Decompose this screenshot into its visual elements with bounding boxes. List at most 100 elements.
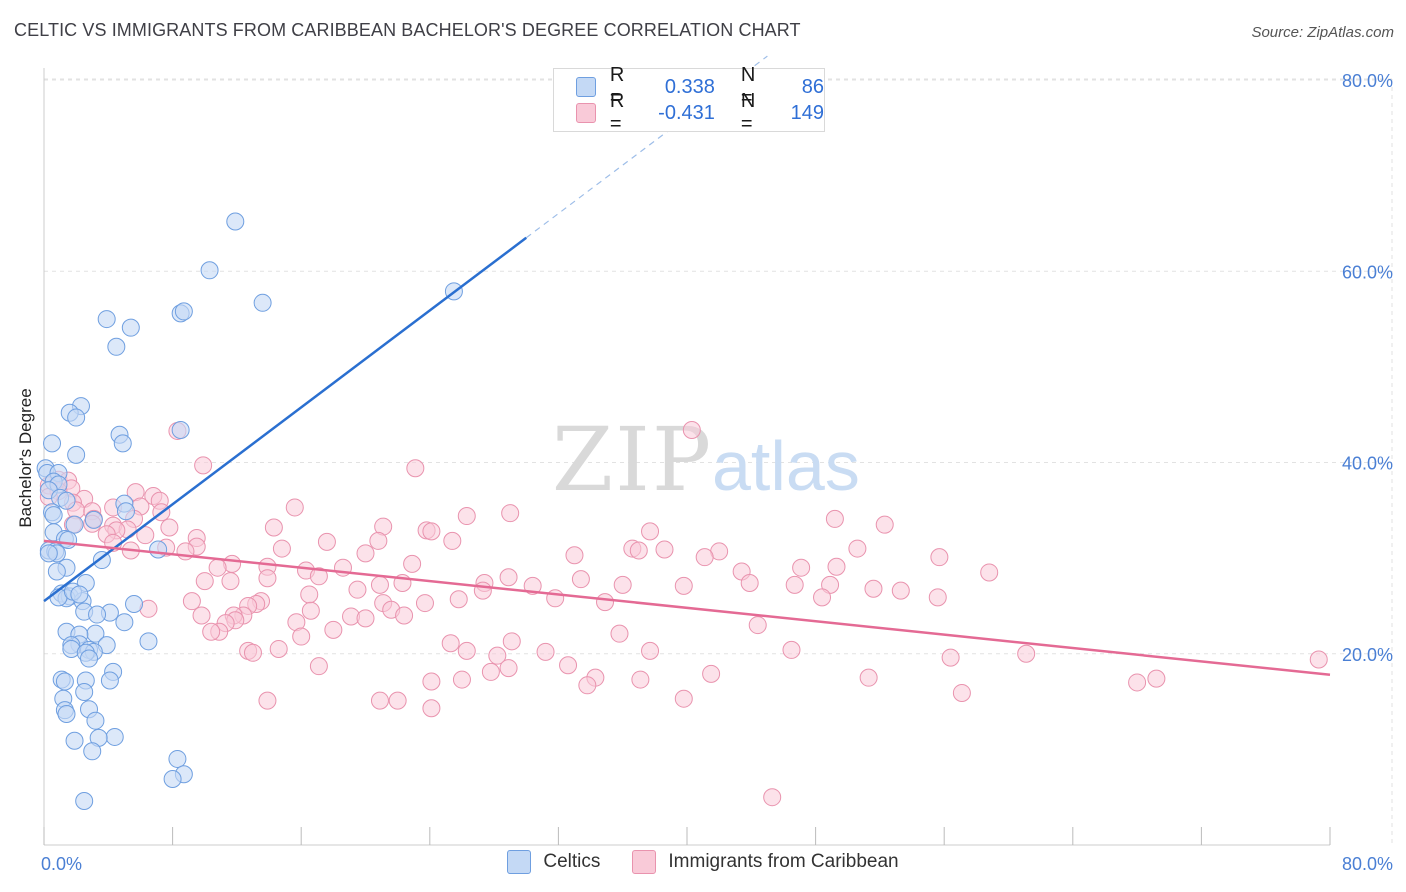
- caribbean-point: [136, 526, 155, 545]
- caribbean-point: [370, 691, 389, 710]
- celtics-point: [226, 212, 245, 231]
- caribbean-point: [221, 572, 240, 591]
- celtics-point: [163, 770, 182, 789]
- caribbean-point: [403, 554, 422, 573]
- celtics-point: [55, 672, 74, 691]
- n-label: N =: [740, 64, 756, 109]
- caribbean-point: [285, 498, 304, 517]
- caribbean-swatch: [576, 103, 596, 123]
- celtics-point: [75, 792, 94, 811]
- caribbean-trendline: [43, 539, 1331, 677]
- caribbean-point: [629, 541, 648, 560]
- caribbean-point: [202, 622, 221, 641]
- celtics-point: [84, 510, 103, 529]
- celtics-point: [80, 649, 99, 668]
- source-credit: Source: ZipAtlas.com: [1251, 24, 1394, 41]
- caribbean-point: [571, 570, 590, 589]
- caribbean-point: [891, 581, 910, 600]
- legend-label-caribbean: Immigrants from Caribbean: [668, 851, 899, 872]
- r-label: R =: [609, 90, 625, 135]
- caribbean-point: [578, 676, 597, 695]
- chart-title: CELTIC VS IMMIGRANTS FROM CARIBBEAN BACH…: [14, 20, 801, 40]
- caribbean-point: [194, 456, 213, 475]
- caribbean-point: [269, 639, 288, 658]
- y-tick-label: 20.0%: [1342, 645, 1393, 665]
- caribbean-point: [499, 568, 518, 587]
- celtics-point: [105, 727, 124, 746]
- celtics-points: [36, 212, 463, 811]
- caribbean-point: [930, 548, 949, 567]
- caribbean-point: [301, 601, 320, 620]
- caribbean-point: [324, 620, 343, 639]
- celtics-point: [65, 515, 84, 534]
- celtics-point: [57, 491, 76, 510]
- caribbean-point: [1128, 673, 1147, 692]
- caribbean-point: [565, 546, 584, 565]
- caribbean-point: [395, 606, 414, 625]
- celtics-point: [125, 595, 144, 614]
- celtics-point: [174, 302, 193, 321]
- caribbean-point: [182, 592, 201, 611]
- legend-label-celtics: Celtics: [543, 851, 601, 872]
- caribbean-point: [859, 668, 878, 687]
- caribbean-point: [631, 670, 650, 689]
- caribbean-point: [300, 585, 319, 604]
- legend-row-celtics: R = 0.338 N = 86: [576, 64, 824, 109]
- watermark-atlas: atlas: [712, 427, 860, 505]
- caribbean-point: [536, 642, 555, 661]
- celtics-point: [83, 742, 102, 761]
- caribbean-swatch: [632, 850, 657, 874]
- caribbean-point: [782, 640, 801, 659]
- caribbean-point: [356, 609, 375, 628]
- celtics-swatch: [507, 850, 532, 874]
- caribbean-point: [195, 572, 214, 591]
- caribbean-point: [763, 788, 782, 807]
- celtics-point: [139, 632, 158, 651]
- caribbean-point: [208, 558, 227, 577]
- caribbean-point: [928, 588, 947, 607]
- celtics-point: [168, 749, 187, 768]
- celtics-point: [86, 711, 105, 730]
- celtics-point: [116, 502, 135, 521]
- caribbean-point: [406, 459, 425, 478]
- y-tick-label: 40.0%: [1342, 454, 1393, 474]
- caribbean-point: [695, 548, 714, 567]
- caribbean-point: [825, 509, 844, 528]
- caribbean-point: [422, 522, 441, 541]
- caribbean-point: [499, 659, 518, 678]
- celtics-point: [88, 605, 107, 624]
- r-value: -0.431: [658, 101, 715, 124]
- caribbean-point: [613, 575, 632, 594]
- legend-item-celtics[interactable]: Celtics: [507, 850, 600, 874]
- caribbean-point: [309, 657, 328, 676]
- caribbean-point: [674, 689, 693, 708]
- caribbean-point: [1309, 650, 1328, 669]
- celtics-point: [107, 337, 126, 356]
- caribbean-point: [309, 567, 328, 586]
- celtics-point: [44, 506, 63, 525]
- caribbean-point: [501, 504, 520, 523]
- caribbean-point: [682, 420, 701, 439]
- celtics-point: [43, 434, 62, 453]
- celtics-point: [100, 671, 119, 690]
- caribbean-point: [848, 539, 867, 558]
- caribbean-point: [443, 531, 462, 550]
- caribbean-point: [748, 616, 767, 635]
- celtics-point: [65, 731, 84, 750]
- caribbean-point: [457, 641, 476, 660]
- celtics-trendline: [43, 236, 528, 603]
- caribbean-point: [415, 594, 434, 613]
- watermark: ZIP atlas: [552, 408, 860, 511]
- caribbean-point: [875, 515, 894, 534]
- caribbean-point: [610, 624, 629, 643]
- caribbean-point: [792, 558, 811, 577]
- caribbean-point: [264, 518, 283, 537]
- n-label: N =: [740, 90, 756, 135]
- caribbean-point: [317, 532, 336, 551]
- caribbean-point: [452, 670, 471, 689]
- caribbean-point: [559, 656, 578, 675]
- tick-labels: 20.0% 40.0% 60.0% 80.0% 0.0% 80.0%: [41, 71, 1393, 874]
- caribbean-point: [348, 580, 367, 599]
- legend-item-caribbean[interactable]: Immigrants from Caribbean: [632, 850, 899, 874]
